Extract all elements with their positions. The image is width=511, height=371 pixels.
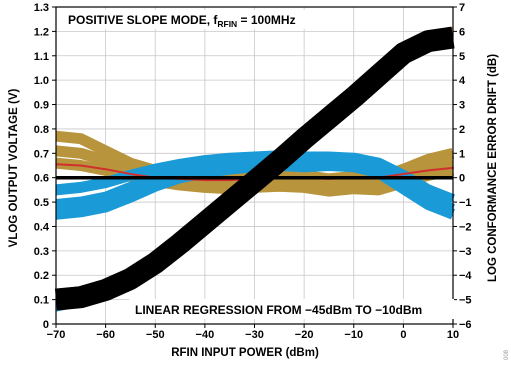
x-tick-label: 0: [400, 329, 406, 341]
annotation-mode-suffix: = 100MHz: [237, 13, 295, 27]
y-tick-label: 0.4: [34, 221, 50, 233]
y-tick-label: 1.3: [34, 2, 49, 14]
x-tick-label: −20: [295, 329, 314, 341]
y2-tick-label: 3: [459, 100, 465, 112]
y2-axis-title: LOG CONFORMANCE ERROR DRIFT (dB): [487, 54, 499, 282]
y2-tick-label: −5: [459, 295, 472, 307]
y-tick-label: 0.7: [34, 148, 49, 160]
y-tick-label: 0.1: [34, 295, 49, 307]
plot-frame: [52, 6, 457, 328]
y-tick-label: 0.8: [34, 124, 49, 136]
y2-tick-label: 6: [459, 26, 465, 38]
y-tick-label: 0: [43, 319, 49, 331]
x-tick-label: −50: [146, 329, 165, 341]
y2-tick-label: −4: [459, 270, 472, 282]
y2-tick-label: 2: [459, 124, 465, 136]
annotation-mode-subscript: RFIN: [217, 19, 237, 29]
y-tick-label: 0.6: [34, 173, 49, 185]
y2-tick-label: 7: [459, 2, 465, 14]
x-tick-label: −10: [344, 329, 363, 341]
x-tick-label: −70: [47, 329, 66, 341]
y-tick-label: 0.3: [34, 246, 49, 258]
y2-tick-label: 0: [459, 173, 465, 185]
tick-labels: −70 −60 −50 −40 −30 −20 −10 0 1000.10.20.30.40.5…: [34, 2, 473, 341]
y2-tick-label: −6: [459, 319, 472, 331]
y2-tick-label: −1: [459, 197, 472, 209]
y-tick-label: 0.2: [34, 270, 49, 282]
y-tick-label: 1.0: [34, 75, 49, 87]
y2-tick-label: −3: [459, 246, 472, 258]
figure-id: 008: [504, 349, 510, 360]
y-axis-title: VLOG OUTPUT VOLTAGE (V): [8, 89, 20, 248]
y-tick-label: 0.5: [34, 197, 49, 209]
y-tick-label: 0.9: [34, 100, 49, 112]
x-tick-label: −60: [96, 329, 115, 341]
y2-tick-label: −2: [459, 221, 472, 233]
x-tick-label: 10: [447, 329, 459, 341]
x-tick-label: −40: [196, 329, 215, 341]
series-0-line: [54, 26, 455, 311]
annotation-mode-box: [61, 10, 351, 29]
annotation-regression-box: [129, 299, 454, 319]
x-tick-label: −30: [245, 329, 264, 341]
y2-tick-label: 4: [459, 75, 466, 87]
series-layer: [54, 26, 456, 312]
x-axis-title: RFIN INPUT POWER (dBm): [171, 347, 319, 359]
y-tick-label: 1.2: [34, 26, 49, 38]
y-tick-label: 1.1: [34, 51, 49, 63]
annotation-regression: LINEAR REGRESSION FROM −45dBm TO −10dBm: [135, 303, 422, 317]
y2-tick-label: 5: [459, 51, 465, 63]
annotation-mode-prefix: POSITIVE SLOPE MODE, f: [68, 13, 218, 27]
annotation-mode: POSITIVE SLOPE MODE, fRFIN = 100MHz: [68, 13, 296, 29]
y2-tick-label: 1: [459, 148, 465, 160]
